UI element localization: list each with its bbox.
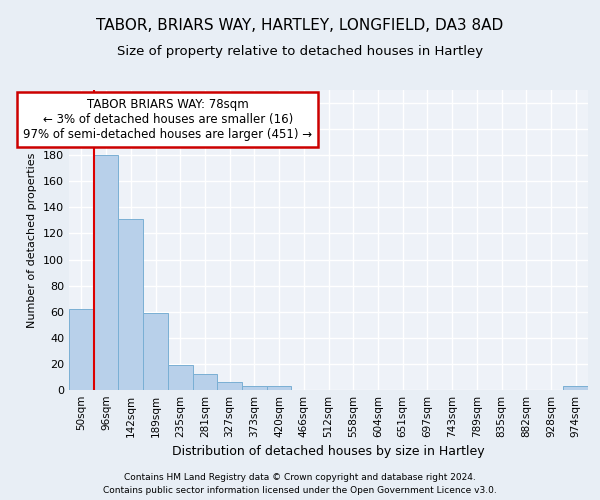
Bar <box>69 309 94 390</box>
Text: Contains HM Land Registry data © Crown copyright and database right 2024.: Contains HM Land Registry data © Crown c… <box>124 472 476 482</box>
Text: Size of property relative to detached houses in Hartley: Size of property relative to detached ho… <box>117 45 483 58</box>
Bar <box>118 219 143 390</box>
Text: Contains public sector information licensed under the Open Government Licence v3: Contains public sector information licen… <box>103 486 497 495</box>
Text: TABOR, BRIARS WAY, HARTLEY, LONGFIELD, DA3 8AD: TABOR, BRIARS WAY, HARTLEY, LONGFIELD, D… <box>97 18 503 32</box>
Bar <box>193 374 217 390</box>
Bar <box>94 155 118 390</box>
Bar <box>143 313 168 390</box>
Bar <box>563 386 588 390</box>
Text: TABOR BRIARS WAY: 78sqm
← 3% of detached houses are smaller (16)
97% of semi-det: TABOR BRIARS WAY: 78sqm ← 3% of detached… <box>23 98 313 141</box>
Bar <box>217 382 242 390</box>
Bar <box>267 386 292 390</box>
X-axis label: Distribution of detached houses by size in Hartley: Distribution of detached houses by size … <box>172 446 485 458</box>
Bar <box>168 365 193 390</box>
Bar <box>242 386 267 390</box>
Y-axis label: Number of detached properties: Number of detached properties <box>28 152 37 328</box>
